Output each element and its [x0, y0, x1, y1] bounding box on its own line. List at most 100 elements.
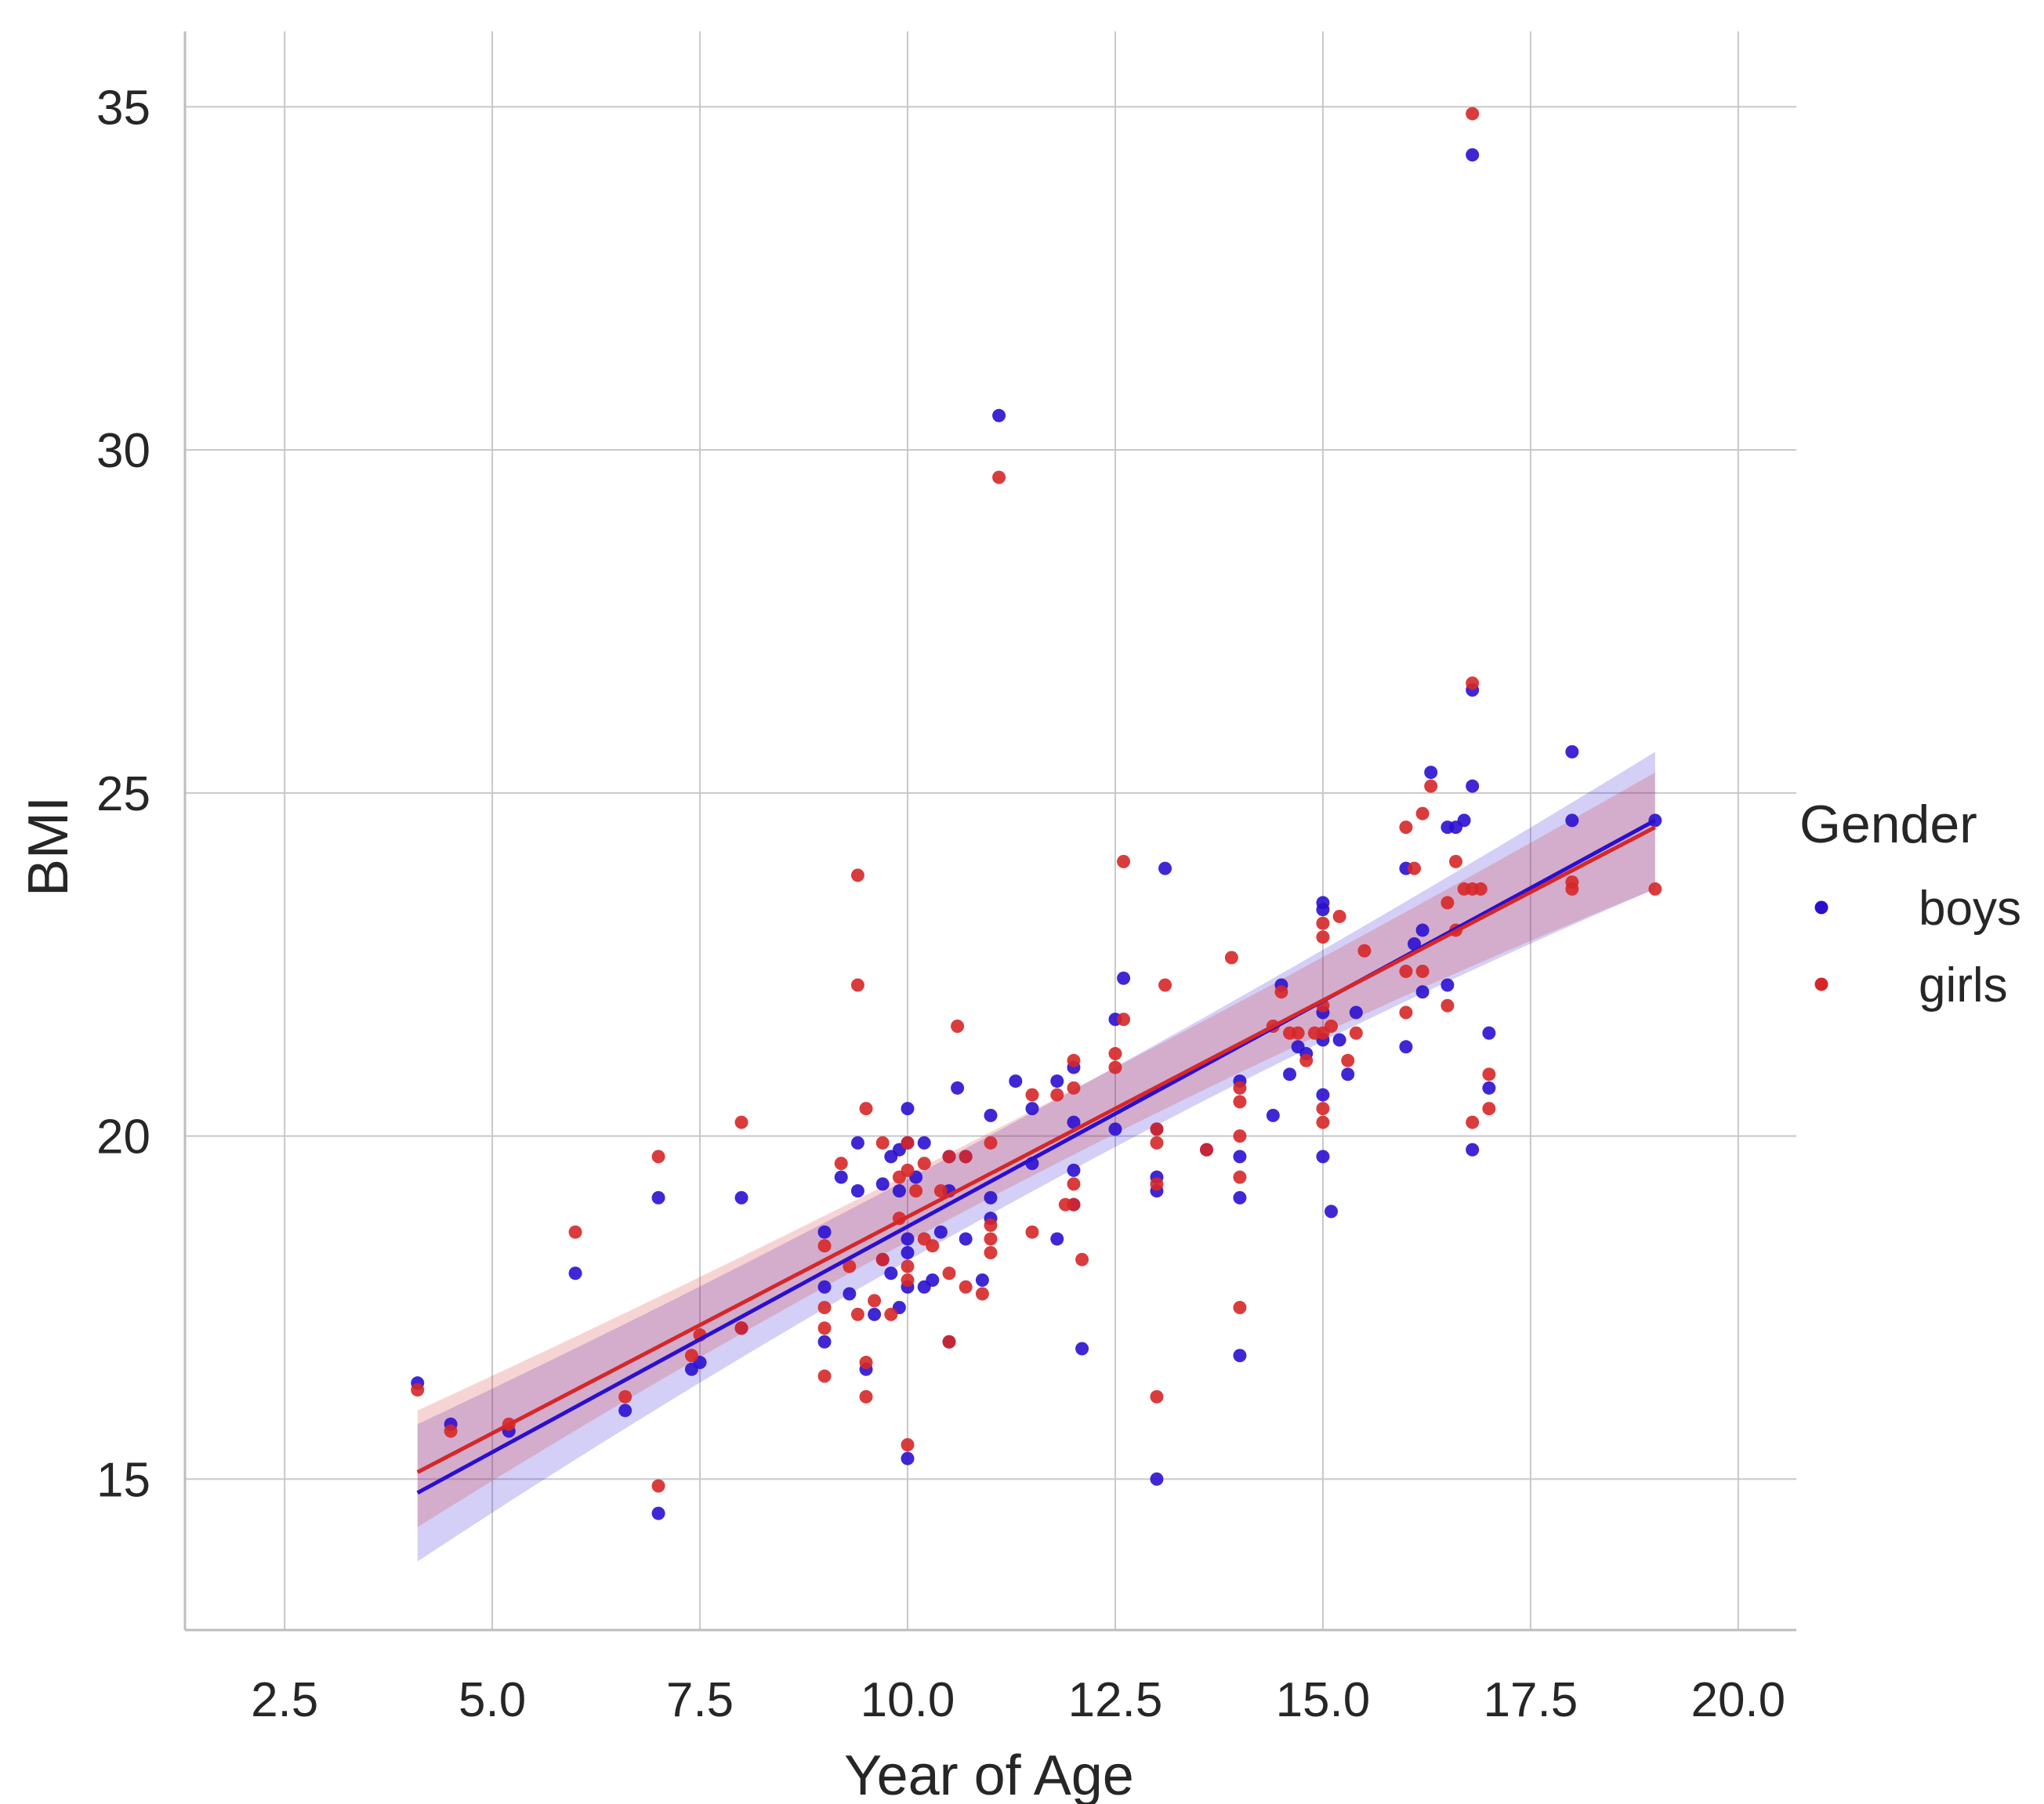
- regression-lines: [416, 818, 1657, 1495]
- regression-line-girls: [416, 825, 1656, 1474]
- x-tick-label: 12.5: [1068, 1673, 1163, 1727]
- scatter-point-boys: [1482, 1081, 1496, 1095]
- y-tick-label: 20: [96, 1110, 150, 1165]
- scatter-point-boys: [992, 408, 1006, 422]
- scatter-point-boys: [1399, 1040, 1413, 1054]
- scatter-point-girls: [1407, 861, 1421, 875]
- scatter-point-boys: [1316, 1150, 1330, 1164]
- x-tick-label: 10.0: [861, 1673, 955, 1727]
- scatter-point-girls: [817, 1321, 832, 1335]
- scatter-point-girls: [917, 1157, 931, 1171]
- scatter-point-girls: [1325, 1020, 1339, 1034]
- scatter-point-boys: [1424, 766, 1438, 780]
- scatter-point-girls: [901, 1136, 915, 1150]
- scatter-point-girls: [834, 1157, 848, 1171]
- scatter-point-girls: [959, 1150, 973, 1164]
- legend-marker-girls: [1814, 977, 1828, 991]
- scatter-point-girls: [411, 1383, 425, 1397]
- grid: [185, 31, 1796, 1630]
- scatter-point-boys: [1009, 1074, 1023, 1089]
- scatter-point-girls: [1648, 882, 1662, 896]
- scatter-point-girls: [909, 1184, 923, 1198]
- scatter-point-boys: [1150, 1472, 1164, 1486]
- scatter-point-girls: [875, 1252, 890, 1266]
- scatter-point-boys: [734, 1190, 748, 1204]
- x-tick-label: 20.0: [1691, 1673, 1785, 1727]
- scatter-point-boys: [1075, 1342, 1089, 1356]
- scatter-point-boys: [1233, 1349, 1247, 1363]
- scatter-point-girls: [1291, 1026, 1305, 1040]
- scatter-point-girls: [1316, 1102, 1330, 1116]
- scatter-point-girls: [1357, 944, 1372, 958]
- scatter-point-boys: [834, 1170, 848, 1184]
- scatter-point-girls: [1075, 1252, 1089, 1266]
- scatter-point-boys: [1158, 861, 1172, 875]
- scatter-point-girls: [1399, 820, 1413, 835]
- scatter-point-boys: [884, 1266, 898, 1281]
- legend-label-boys: boys: [1919, 882, 2021, 936]
- scatter-point-boys: [1266, 1108, 1280, 1122]
- scatter-point-boys: [1050, 1074, 1064, 1089]
- scatter-point-girls: [1448, 854, 1462, 868]
- scatter-point-girls: [734, 1115, 748, 1129]
- x-tick-label: 17.5: [1484, 1673, 1578, 1727]
- scatter-point-boys: [1565, 813, 1579, 828]
- scatter-point-girls: [850, 868, 864, 882]
- scatter-point-girls: [884, 1307, 898, 1321]
- scatter-point-girls: [859, 1389, 873, 1404]
- scatter-point-girls: [1415, 806, 1430, 820]
- scatter-point-boys: [917, 1136, 931, 1150]
- scatter-point-girls: [1399, 1005, 1413, 1020]
- scatter-point-boys: [926, 1273, 940, 1287]
- scatter-point-girls: [1316, 1115, 1330, 1129]
- scatter-point-girls: [1117, 854, 1131, 868]
- scatter-point-girls: [1067, 1053, 1081, 1067]
- scatter-point-girls: [1150, 1389, 1164, 1404]
- scatter-point-girls: [1025, 1088, 1039, 1102]
- scatter-point-boys: [1415, 985, 1430, 999]
- scatter-point-girls: [859, 1356, 873, 1370]
- scatter-point-girls: [1399, 964, 1413, 978]
- scatter-point-girls: [933, 1184, 948, 1198]
- scatter-point-boys: [850, 1136, 864, 1150]
- x-tick-label: 7.5: [666, 1673, 734, 1727]
- scatter-point-boys: [1341, 1067, 1355, 1081]
- scatter-point-girls: [1108, 1047, 1122, 1061]
- scatter-point-girls: [1025, 1225, 1039, 1239]
- scatter-point-boys: [1283, 1067, 1297, 1081]
- scatter-point-boys: [817, 1335, 832, 1349]
- scatter-point-girls: [1233, 1170, 1247, 1184]
- scatter-point-girls: [843, 1259, 857, 1273]
- scatter-point-girls: [1482, 1102, 1496, 1116]
- scatter-point-boys: [1565, 744, 1579, 759]
- scatter-point-boys: [868, 1307, 882, 1321]
- scatter-point-boys: [984, 1190, 998, 1204]
- scatter-point-girls: [1441, 896, 1455, 910]
- legend-label-girls: girls: [1919, 958, 2008, 1012]
- scatter-points: [411, 107, 1662, 1520]
- x-tick-label: 5.0: [458, 1673, 526, 1727]
- scatter-point-boys: [850, 1184, 864, 1198]
- scatter-point-girls: [651, 1150, 665, 1164]
- y-tick-label: 15: [96, 1453, 150, 1507]
- scatter-point-boys: [951, 1081, 965, 1095]
- scatter-point-girls: [901, 1273, 915, 1287]
- scatter-point-boys: [892, 1184, 906, 1198]
- scatter-point-boys: [618, 1404, 632, 1418]
- scatter-point-girls: [1316, 916, 1330, 930]
- scatter-point-girls: [850, 1307, 864, 1321]
- scatter-point-girls: [984, 1245, 998, 1259]
- scatter-point-girls: [1482, 1067, 1496, 1081]
- scatter-point-boys: [875, 1177, 890, 1191]
- scatter-point-boys: [1457, 813, 1471, 828]
- scatter-point-girls: [1349, 1026, 1363, 1040]
- scatter-point-boys: [1233, 1190, 1247, 1204]
- scatter-point-boys: [568, 1266, 582, 1281]
- scatter-point-girls: [1117, 1012, 1131, 1027]
- y-tick-label: 30: [96, 424, 150, 478]
- scatter-point-girls: [1316, 930, 1330, 944]
- scatter-point-boys: [1349, 1005, 1363, 1020]
- scatter-point-girls: [817, 1369, 832, 1383]
- scatter-point-boys: [975, 1273, 989, 1287]
- scatter-point-girls: [984, 1218, 998, 1232]
